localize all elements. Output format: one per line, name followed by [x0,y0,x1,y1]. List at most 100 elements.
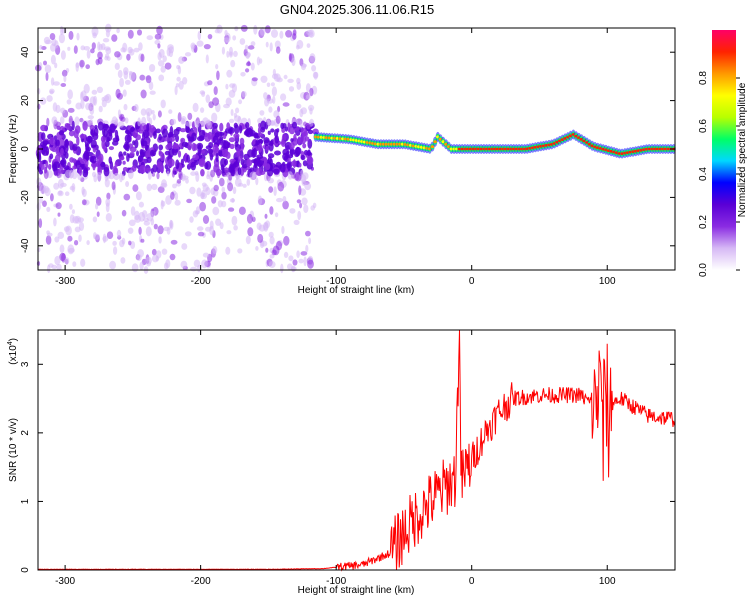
spectrogram-blob [300,135,307,145]
spectrogram-blob [239,143,244,152]
spectrogram-blob [235,107,240,114]
spectrogram-blob [146,156,152,164]
spectrogram-blob [288,53,292,62]
spectrogram-blob [59,252,66,262]
spectrogram-blob [180,158,184,166]
spectrogram-blob [219,177,225,187]
spectrogram-blob [306,124,311,130]
svg-text:(x104): (x104) [7,338,19,365]
spectrogram-blob [112,165,118,175]
spectrogram-blob [192,154,200,161]
snr-x-ticks: -300 -200 -100 0 100 [55,330,616,587]
spectrogram-blob [90,139,97,148]
spectrogram-blob [50,54,56,65]
snr-x-label: Height of straight line (km) [298,585,415,596]
spectrogram-blob [257,126,262,135]
spectrogram-blob [123,103,128,111]
spectrogram-blob [78,221,85,231]
spectrogram-blob [57,178,64,189]
spectrogram-blob [231,215,238,226]
spectrogram-blob [215,64,219,70]
spectrogram-blob [176,76,181,82]
spectrogram-blob [85,148,90,155]
spectrogram-blob [282,102,290,107]
spectrogram-blob [45,160,49,169]
spectrogram-blob [139,261,144,270]
spectrogram-blob [191,132,197,142]
spectrogram-blob [212,122,218,129]
spectrogram-blob [302,143,307,149]
spectrogram-blob [82,168,89,178]
spectrogram-blob [158,236,162,244]
spectrogram-blob [174,199,181,206]
spectrogram-blob [229,46,233,56]
spectrogram-blob [245,61,252,67]
spectrogram-blob [83,46,91,51]
spectrogram-blob [138,42,143,51]
spectrogram-blob [255,168,263,176]
spectrogram-blob [200,192,208,200]
spectrogram-blob [268,106,273,113]
spectrogram-blob [165,195,172,205]
spectrogram-blob [256,222,262,230]
spectrogram-blob [233,115,241,122]
spectrogram-blob [124,117,129,124]
spectrogram-blob [103,128,108,138]
spectrogram-blob [240,72,246,77]
snr-scale-label: (x104) [7,338,19,365]
spectrogram-blob [160,154,165,162]
spectrogram-blob [120,257,126,264]
spectrogram-blob [138,226,142,235]
spectrogram-blob [158,48,165,58]
spectrogram-blob [274,135,279,144]
spectrogram-blob [228,207,235,212]
spectrogram-blob [67,140,73,146]
spectrogram-blob [221,186,226,193]
spectrogram-blob [182,77,188,85]
spectrogram-blob [157,225,164,235]
spectrogram-blob [197,144,202,155]
spectrogram-blob [111,181,116,191]
spectrogram-blob [45,235,52,245]
spectrogram-blob [301,197,308,206]
spectrogram-blob [39,184,47,195]
spectrogram-blob [176,179,182,184]
spectrogram-blob [299,108,304,118]
spectrogram-blob [219,135,224,142]
spectrogram-blob [161,248,168,255]
spectrogram-blob [151,248,157,256]
spectrogram-blob [106,192,111,200]
spectrogram-blob [138,201,144,208]
spectrogram-blob [67,89,73,100]
spectrogram-blob [103,95,110,102]
spectrogram-blob [268,142,274,152]
spectrogram-blob [93,95,98,106]
spectrogram-blob [57,212,61,217]
spectrogram-blob [260,75,268,84]
spectrogram-blob [237,248,243,254]
snr-x-tick-label: -100 [326,576,346,587]
spectrogram-blob [197,231,205,237]
spectrogram-blob [94,125,98,129]
spectrogram-blob [227,182,234,192]
spectrogram-blob [187,140,192,151]
spectrogram-blob [124,129,130,134]
spectrogram-blob [296,199,302,204]
spectrogram-blob [291,266,297,272]
spectrogram-blob [113,172,120,181]
spectrogram-blob [59,116,65,124]
spectrogram-blob [252,139,256,145]
spectrogram-blob [146,212,154,222]
spectrogram-blob [122,42,128,53]
spectrogram-blob [64,138,69,146]
spectrogram-blob [234,26,239,32]
spectrogram-blob [145,226,152,237]
spectrogram-blob [268,261,276,268]
spectrogram-blob [39,197,43,204]
spectrogram-blob [233,133,240,139]
spectrogram-blob [53,217,57,227]
spectrogram-blob [137,117,141,127]
spectrogram-blob [309,107,313,115]
spectrogram-blob [143,124,148,131]
spectrogram-blob [292,259,298,266]
